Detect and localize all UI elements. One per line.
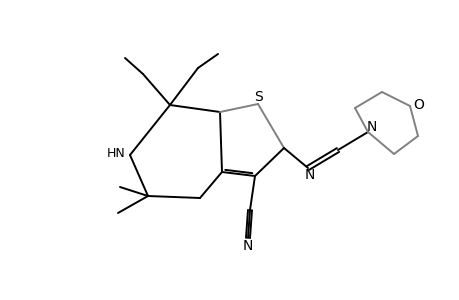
Text: O: O xyxy=(413,98,424,112)
Text: HN: HN xyxy=(106,146,125,160)
Text: S: S xyxy=(254,90,263,104)
Text: N: N xyxy=(242,239,252,253)
Text: N: N xyxy=(366,120,376,134)
Text: N: N xyxy=(304,168,314,182)
